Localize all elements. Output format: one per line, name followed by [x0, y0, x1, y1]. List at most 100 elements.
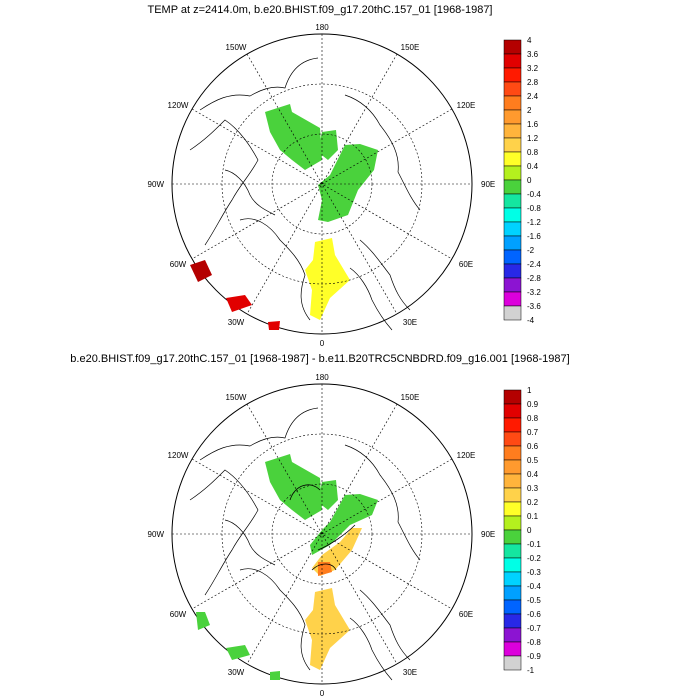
- green-region-small: [318, 130, 338, 160]
- colorbar-tick-label: 2.4: [527, 92, 539, 101]
- lon-label-60w: 60W: [170, 610, 187, 619]
- colorbar-tick-label: -1.6: [527, 232, 541, 241]
- colorbar-tick-label: 2: [527, 106, 532, 115]
- lon-label-150w: 150W: [226, 43, 247, 52]
- colorbar-swatch: [503, 431, 522, 447]
- colorbar-swatch: [503, 277, 522, 293]
- colorbar-tick-label: 1: [527, 386, 532, 395]
- colorbar-swatch: [503, 67, 522, 83]
- colorbar-swatch: [503, 459, 522, 475]
- lon-label-120w: 120W: [168, 101, 189, 110]
- colorbar-tick-label: 0: [527, 526, 532, 535]
- lon-label-60w: 60W: [170, 260, 187, 269]
- colorbar-swatch: [503, 39, 522, 55]
- colorbar-tick-label: -0.6: [527, 610, 541, 619]
- colorbar-swatch: [503, 529, 522, 545]
- colorbar-tick-label: -4: [527, 316, 535, 325]
- colorbar-tick-label: -2: [527, 246, 535, 255]
- top-polar-map: 180 0 90W 90E 150W 120W 60W 30W 150E 120…: [148, 23, 542, 348]
- colorbar-tick-label: -0.4: [527, 582, 541, 591]
- colorbar-tick-label: -0.2: [527, 554, 541, 563]
- lon-label-60e: 60E: [459, 260, 473, 269]
- colorbar-tick-label: 0.3: [527, 484, 539, 493]
- lon-label-90w: 90W: [148, 530, 165, 539]
- colorbar-swatch: [503, 501, 522, 517]
- colorbar-swatch: [503, 249, 522, 265]
- colorbar-swatch: [503, 123, 522, 139]
- green-region-2: [226, 645, 250, 660]
- colorbar-swatch: [503, 81, 522, 97]
- colorbar-tick-label: 3.6: [527, 50, 539, 59]
- yellow-region-greenland: [305, 238, 350, 320]
- colorbar-tick-label: -3.2: [527, 288, 541, 297]
- colorbar-swatch: [503, 221, 522, 237]
- colorbar-swatch: [503, 599, 522, 615]
- colorbar-tick-label: -3.6: [527, 302, 541, 311]
- lon-label-30w: 30W: [228, 318, 245, 327]
- colorbar-tick-label: 0.1: [527, 512, 539, 521]
- bottom-polar-map: 180 0 90W 90E 150W 120W 60W 30W 150E 120…: [148, 373, 542, 698]
- top-colorbar: 4 3.6 3.2 2.8 2.4 2 1.6 1.2 0.8 0.4 0 -0.4 -0.8 -1.2 -…: [503, 36, 541, 325]
- colorbar-tick-label: 0.4: [527, 470, 539, 479]
- colorbar-swatch: [503, 389, 522, 405]
- green-region-3: [270, 671, 280, 680]
- coastlines: [189, 57, 421, 331]
- lon-label-90e: 90E: [481, 530, 495, 539]
- bottom-colorbar: 1 0.9 0.8 0.7 0.6 0.5 0.4 0.3 0.2 0.1 0 -0.1 -0.2 -0.…: [503, 386, 541, 675]
- colorbar-swatch: [503, 291, 522, 307]
- colorbar-swatch: [503, 109, 522, 125]
- colorbar-swatch: [503, 445, 522, 461]
- colorbar-tick-label: 1.6: [527, 120, 539, 129]
- colorbar-swatch: [503, 165, 522, 181]
- coastlines: [189, 407, 421, 681]
- colorbar-tick-label: -0.5: [527, 596, 541, 605]
- green-region-alaska: [265, 454, 322, 520]
- contours: [289, 484, 356, 571]
- lon-label-120e: 120E: [457, 101, 476, 110]
- colorbar-tick-label: -0.9: [527, 652, 541, 661]
- colorbar-swatch: [503, 557, 522, 573]
- green-region-small: [318, 480, 338, 510]
- orange-region-center: [318, 562, 332, 576]
- colorbar-tick-label: -0.8: [527, 638, 541, 647]
- colorbar-swatch: [503, 627, 522, 643]
- colorbar-swatch: [503, 305, 522, 321]
- colorbar-swatch: [503, 655, 522, 671]
- colorbar-swatch: [503, 585, 522, 601]
- colorbar-swatch: [503, 263, 522, 279]
- red-region-1: [190, 260, 212, 282]
- colorbar-swatch: [503, 137, 522, 153]
- green-region-pole: [318, 144, 378, 222]
- bottom-map-title: b.e20.BHIST.f09_g17.20thC.157_01 [1968-1…: [70, 353, 570, 365]
- colorbar-tick-label: 0.5: [527, 456, 539, 465]
- lon-label-150w: 150W: [226, 393, 247, 402]
- colorbar-swatch: [503, 515, 522, 531]
- colorbar-tick-label: -2.4: [527, 260, 541, 269]
- green-region-alaska: [265, 104, 322, 170]
- colorbar-tick-label: 0.7: [527, 428, 539, 437]
- colorbar-swatch: [503, 417, 522, 433]
- lon-label-0: 0: [320, 689, 325, 698]
- lon-label-30e: 30E: [403, 668, 417, 677]
- graticule: [172, 34, 472, 334]
- lon-label-180: 180: [315, 373, 329, 382]
- colorbar-swatch: [503, 403, 522, 419]
- colorbar-swatch: [503, 641, 522, 657]
- green-region-1: [196, 612, 210, 630]
- colorbar-tick-label: 2.8: [527, 78, 539, 87]
- colorbar-tick-label: -0.8: [527, 204, 541, 213]
- colorbar-swatch: [503, 193, 522, 209]
- lon-label-30e: 30E: [403, 318, 417, 327]
- colorbar-tick-label: -1: [527, 666, 535, 675]
- colorbar-tick-label: 1.2: [527, 134, 539, 143]
- colorbar-tick-label: -2.8: [527, 274, 541, 283]
- lon-label-90w: 90W: [148, 180, 165, 189]
- lon-label-150e: 150E: [401, 43, 420, 52]
- colorbar-tick-label: 0.2: [527, 498, 539, 507]
- colorbar-swatch: [503, 151, 522, 167]
- colorbar-swatch: [503, 207, 522, 223]
- lon-label-180: 180: [315, 23, 329, 32]
- red-region-2: [226, 295, 252, 312]
- colorbar-tick-label: 3.2: [527, 64, 539, 73]
- colorbar-tick-label: 0: [527, 176, 532, 185]
